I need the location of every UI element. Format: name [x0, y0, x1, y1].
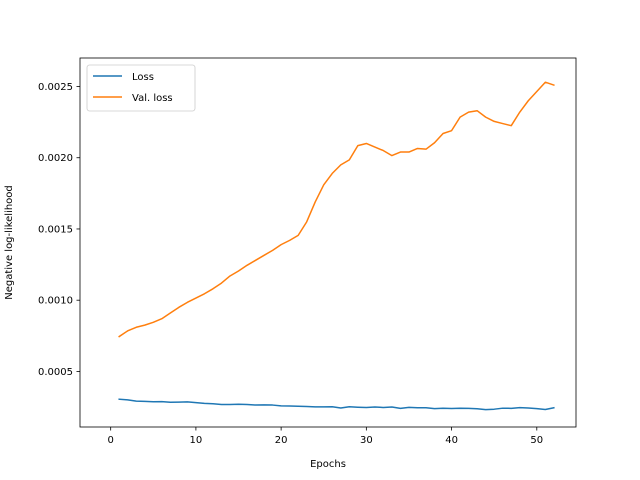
legend-label: Loss — [132, 72, 154, 83]
y-tick-label: 0.0005 — [38, 367, 73, 378]
legend: Loss Val. loss — [86, 64, 196, 112]
x-tick-label: 50 — [530, 435, 543, 446]
legend-label: Val. loss — [132, 93, 173, 104]
x-tick-label: 30 — [360, 435, 373, 446]
series-line-loss — [118, 398, 555, 411]
x-axis-label: Epochs — [310, 459, 346, 470]
y-axis-label: Negative log-likelihood — [4, 185, 15, 300]
x-tick-label: 10 — [190, 435, 203, 446]
y-tick-label: 0.0025 — [38, 82, 73, 93]
plot-background — [80, 58, 576, 427]
series-line-val-loss — [118, 81, 555, 338]
plot-area — [80, 58, 576, 427]
x-tick-label: 20 — [275, 435, 288, 446]
x-tick-label: 40 — [445, 435, 458, 446]
axes-frame — [79, 57, 577, 428]
y-tick-label: 0.0010 — [38, 296, 73, 307]
y-tick-label: 0.0020 — [38, 153, 73, 164]
x-tick-label: 0 — [107, 435, 113, 446]
axes-layer: 0 10 20 30 40 50 0.0005 0.0010 0.0015 0.0020 0.002… — [38, 57, 577, 446]
y-tick-label: 0.0015 — [38, 224, 73, 235]
series-layer — [118, 81, 555, 411]
